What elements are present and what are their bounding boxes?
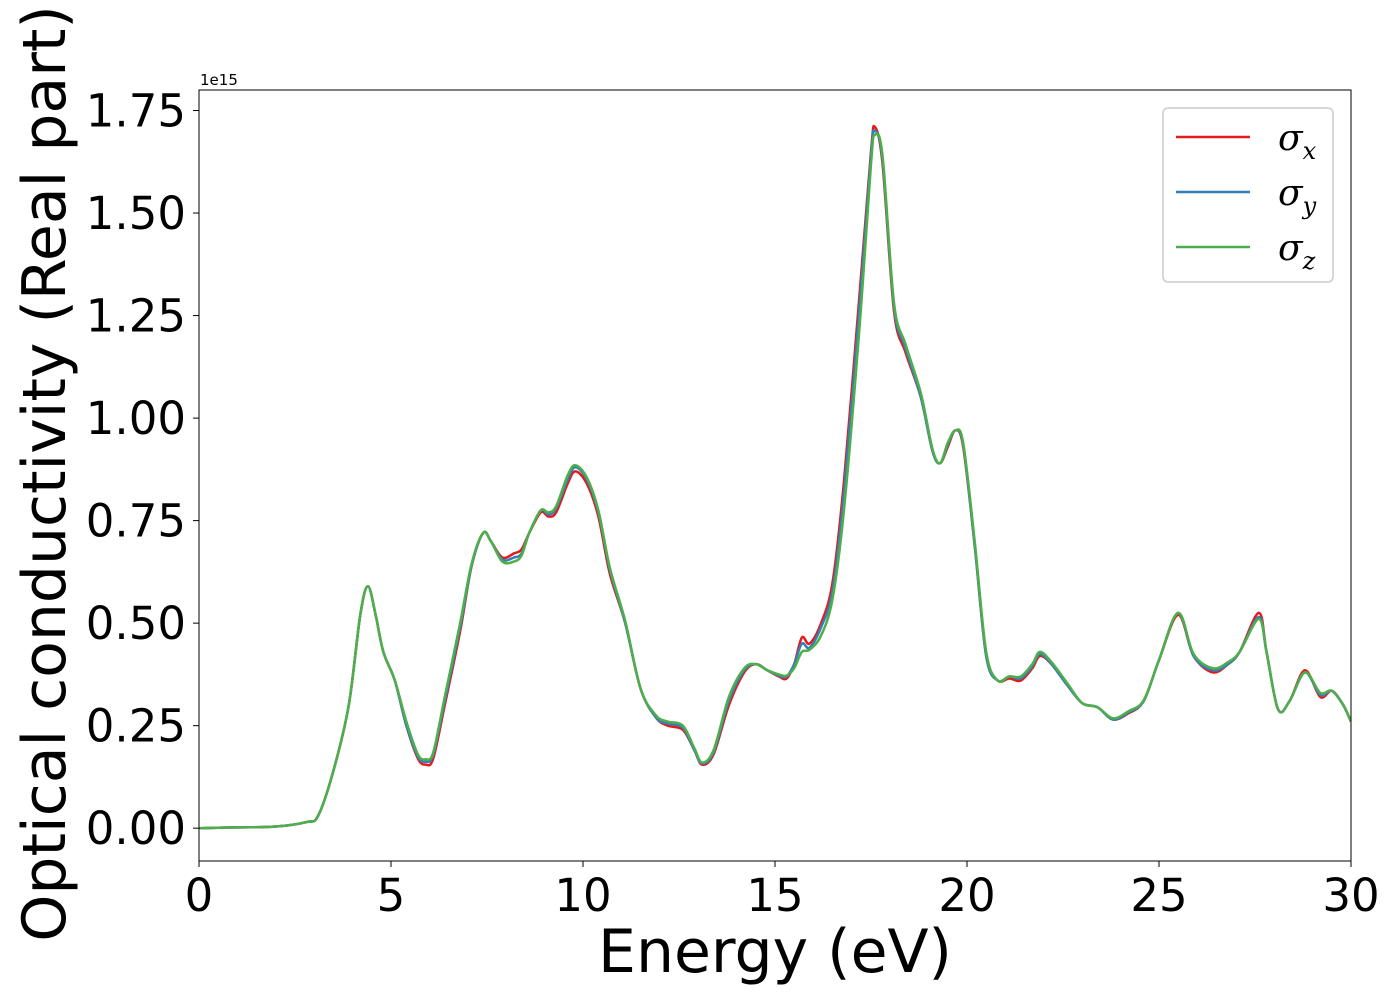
- x-tick-label: 0: [185, 869, 214, 922]
- x-tick-label: 20: [938, 869, 995, 922]
- legend-label-x: σx: [1278, 118, 1317, 165]
- legend-box: [1162, 107, 1334, 283]
- y-tick-label: 1.75: [86, 85, 186, 138]
- series-line-z: [199, 132, 1351, 830]
- y-tick-label: 0.75: [86, 495, 186, 548]
- y-axis: 0.00 0.25 0.50 0.75 1.00 1.25 1.50 1.75: [86, 85, 199, 855]
- x-tick-label: 15: [746, 869, 803, 922]
- x-tick-label: 25: [1130, 869, 1187, 922]
- y-axis-label: Optical conductivity (Real part): [10, 5, 80, 942]
- y-tick-label: 1.00: [86, 392, 186, 445]
- series-layer: [199, 124, 1351, 830]
- x-tick-label: 10: [554, 869, 611, 922]
- legend-label-z: σz: [1278, 228, 1316, 275]
- y-tick-label: 1.25: [86, 290, 186, 343]
- legend-label-y: σy: [1278, 173, 1317, 220]
- x-axis: 0 5 10 15 20 25 30: [185, 861, 1380, 922]
- y-tick-label: 0.25: [86, 700, 186, 753]
- y-offset-text: 1e15: [200, 71, 238, 89]
- x-tick-label: 30: [1322, 869, 1379, 922]
- legend: σx σy σz: [1162, 107, 1334, 283]
- x-axis-label: Energy (eV): [598, 917, 952, 987]
- y-tick-label: 0.50: [86, 597, 186, 650]
- y-tick-label: 1.50: [86, 187, 186, 240]
- y-tick-label: 0.00: [86, 802, 186, 855]
- x-tick-label: 5: [377, 869, 406, 922]
